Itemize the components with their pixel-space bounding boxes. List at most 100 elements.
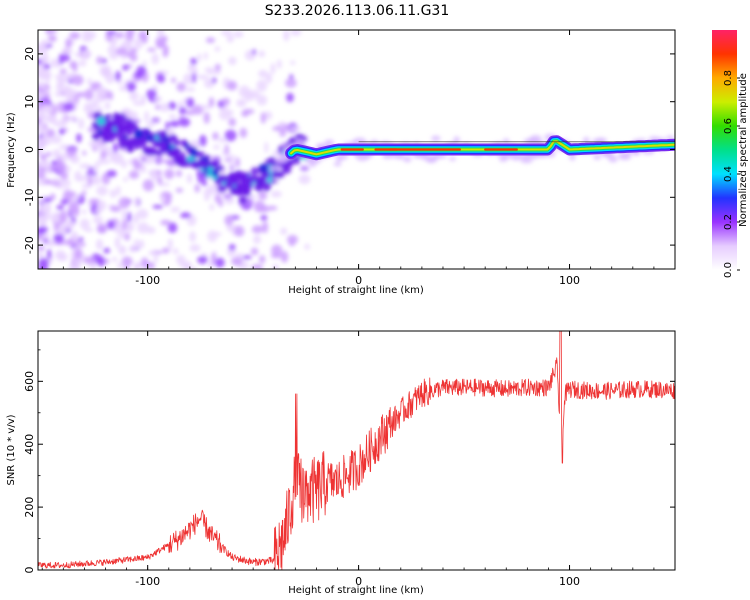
spectrogram-noise-blob — [199, 134, 207, 147]
spectrogram-noise-blob — [224, 144, 229, 155]
spectrogram-halo-blob — [593, 154, 602, 160]
spectrogram-noise-blob — [96, 86, 107, 98]
spectrogram-noise-blob — [154, 104, 161, 110]
spectrogram-ridge-blob — [151, 117, 161, 124]
spectrogram-noise-blob — [38, 167, 47, 172]
spectrogram-noise-blob — [78, 60, 87, 67]
spectrogram-noise-blob — [251, 225, 264, 234]
bottom-x-label: Height of straight line (km) — [288, 585, 424, 596]
spectrogram-ridge-blob — [279, 171, 285, 178]
spectrogram-noise-blob — [45, 239, 58, 246]
spectrogram-noise-blob — [170, 77, 177, 83]
spectrogram-noise-blob — [167, 238, 173, 250]
spectrogram-noise-blob — [224, 129, 237, 142]
spectrogram-noise-blob — [178, 262, 191, 268]
snr-plot — [38, 331, 675, 570]
spectrogram-ridge-blob — [299, 165, 310, 172]
spectrogram-noise-blob — [243, 89, 254, 102]
spectrogram-noise-blob — [169, 114, 176, 120]
spectrogram-noise-blob — [250, 247, 259, 256]
spectrogram-noise-blob — [69, 31, 81, 40]
spectrogram-noise-blob — [204, 67, 215, 73]
top-y-tick-label: -10 — [23, 188, 36, 206]
spectrogram-halo-blob — [335, 154, 349, 160]
spectrogram-ridge-blob — [258, 164, 268, 172]
spectrogram-noise-blob — [115, 47, 128, 56]
spectrogram-band — [285, 135, 675, 161]
colorbar-tick-label: 0.4 — [723, 166, 734, 182]
spectrogram-noise-blob — [148, 251, 158, 256]
spectrogram-ridge-blob — [189, 160, 199, 167]
spectrogram-noise-blob — [38, 91, 44, 101]
spectrogram-noise-blob — [258, 50, 266, 58]
spectrogram-noise-blob — [259, 255, 266, 264]
spectrogram-noise-blob — [253, 200, 266, 213]
spectrogram-noise-blob — [286, 92, 294, 103]
spectrogram-noise-blob — [136, 208, 149, 220]
spectrogram-noise-blob — [197, 256, 208, 264]
spectrogram-noise-blob — [189, 244, 201, 252]
spectrogram-noise-blob — [147, 47, 156, 52]
spectrogram-ridge-blob — [238, 196, 248, 204]
spectrogram-noise-blob — [197, 53, 202, 62]
spectrogram-noise-blob — [162, 47, 169, 58]
spectrogram-noise-blob — [40, 39, 48, 48]
spectrogram-noise-blob — [129, 245, 136, 253]
spectrogram-noise-blob — [79, 163, 92, 169]
spectrogram-noise-blob — [176, 170, 182, 177]
spectrogram-noise-blob — [71, 74, 84, 86]
spectrogram-ridge-blob — [141, 156, 147, 162]
figure-title: S233.2026.113.06.11.G31 — [265, 3, 450, 19]
spectrogram-noise-blob — [68, 201, 80, 214]
spectrogram-noise-blob — [97, 256, 106, 267]
spectrogram-noise-blob — [133, 38, 143, 50]
spectrogram-noise-blob — [38, 245, 45, 252]
spectrogram-ridge-blob — [240, 180, 246, 187]
spectrogram-halo-blob — [523, 138, 535, 144]
spectrogram-noise-blob — [47, 34, 57, 43]
spectrogram-noise-blob — [118, 30, 124, 33]
bottom-y-tick-label: 600 — [23, 371, 36, 392]
spectrogram-noise-blob — [109, 151, 117, 163]
spectrogram-noise-blob — [207, 70, 213, 75]
spectrogram-noise-blob — [52, 149, 61, 159]
spectrogram-noise-blob — [50, 215, 58, 222]
spectrogram-ridge-blob — [270, 179, 277, 184]
spectrogram-noise-blob — [109, 189, 117, 199]
spectrogram-noise-blob — [227, 155, 237, 160]
colorbar-tick-label: 0.2 — [723, 214, 734, 230]
spectrogram-noise-blob — [272, 126, 281, 131]
spectrogram-noise-blob — [139, 165, 147, 174]
spectrogram-noise-blob — [267, 205, 278, 211]
spectrogram-ridge-blob — [268, 156, 276, 165]
spectrogram-noise-blob — [161, 247, 170, 254]
spectrogram-noise-blob — [258, 69, 268, 78]
spectrogram-noise-blob — [38, 86, 42, 92]
spectrogram-noise-blob — [123, 176, 128, 182]
spectrogram-noise-blob — [236, 253, 243, 258]
spectrogram-noise-blob — [186, 173, 193, 184]
spectrogram-noise-blob — [184, 109, 196, 116]
spectrogram-noise-blob — [142, 60, 147, 67]
spectrogram-noise-blob — [152, 204, 164, 209]
spectrogram-noise-blob — [65, 148, 77, 156]
bottom-y-label: SNR (10 * v/v) — [6, 414, 17, 485]
spectrogram-noise-blob — [231, 256, 243, 266]
spectrogram-noise-blob — [38, 214, 47, 226]
spectrogram-noise-blob — [128, 170, 140, 179]
spectrogram-noise-blob — [207, 230, 218, 242]
spectrogram-noise-blob — [228, 117, 236, 127]
spectrogram-noise-blob — [103, 247, 111, 254]
spectrogram-noise-blob — [46, 168, 53, 174]
colorbar-tick-label: 0.8 — [723, 70, 734, 86]
spectrogram-ridge-blob — [237, 187, 248, 195]
spectrogram-ridge-blob — [185, 161, 191, 168]
spectrogram-noise-blob — [278, 121, 285, 128]
spectrogram-noise-blob — [90, 99, 99, 110]
spectrogram-ridge-blob — [207, 167, 214, 172]
bottom-x-axis: -100 0 100 — [41, 331, 676, 588]
spectrogram-noise-blob — [105, 72, 116, 84]
spectrogram-noise-blob — [70, 154, 80, 164]
colorbar — [712, 30, 737, 270]
spectrogram-noise-blob — [109, 205, 122, 212]
